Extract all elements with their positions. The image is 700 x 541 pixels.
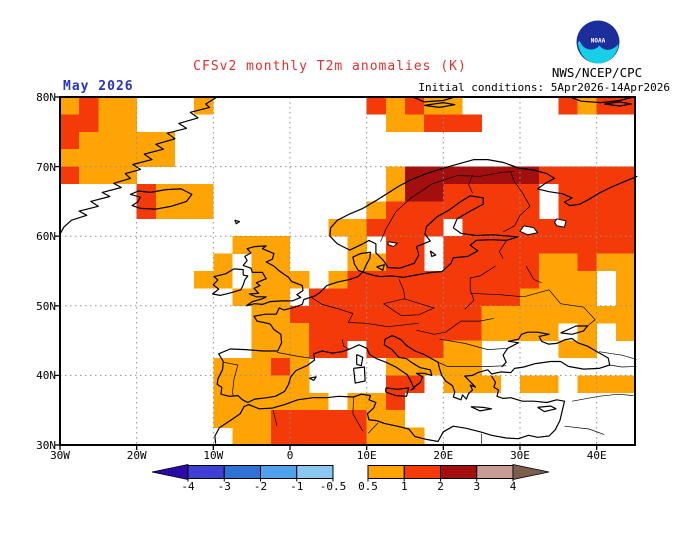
- forecast-month-label: May 2026: [63, 79, 134, 94]
- y-axis-tick-label: 80N: [36, 91, 56, 104]
- noaa-logo: NOAA: [576, 20, 620, 64]
- axis-ticks: [55, 96, 598, 450]
- colorbar-tick-label: 0.5: [358, 480, 378, 493]
- colorbar-tick-label: -2: [253, 480, 268, 493]
- colorbar-tick-label: -1: [290, 480, 304, 493]
- noaa-logo-wave: [578, 41, 619, 64]
- colorbar-tick-label: -3: [217, 480, 231, 493]
- colorbar-tick-label: -0.5: [319, 480, 347, 493]
- colorbar-tick-label: 1: [400, 480, 408, 493]
- x-axis-tick-label: 20W: [126, 449, 147, 462]
- anomaly-cells: [60, 97, 636, 446]
- agency-label: NWS/NCEP/CPC: [551, 65, 643, 80]
- colorbar-tick-label: 3: [473, 480, 481, 493]
- colorbar: [151, 464, 550, 482]
- x-axis-tick-label: 20E: [433, 449, 454, 462]
- x-axis-tick-label: 30E: [510, 449, 530, 462]
- country-borders: [223, 171, 637, 445]
- coastlines: [59, 96, 638, 444]
- lakes: [387, 218, 567, 248]
- chart-title: CFSv2 monthly T2m anomalies (K): [193, 59, 467, 74]
- map-frame: [59, 96, 636, 446]
- y-axis-tick-label: 50N: [36, 299, 56, 313]
- x-axis-tick-label: 30W: [50, 449, 70, 462]
- colorbar-tick-label: 2: [437, 480, 444, 493]
- x-axis-tick-label: 0: [286, 449, 294, 462]
- x-axis-tick-label: 40E: [586, 449, 607, 462]
- x-axis-tick-label: 10W: [203, 449, 224, 462]
- lat-lon-gridlines: [60, 97, 635, 445]
- y-axis-tick-label: 40N: [36, 369, 56, 383]
- x-axis-tick-label: 10E: [356, 449, 377, 462]
- initial-conditions-label: Initial conditions: 5Apr2026-14Apr2026: [418, 81, 670, 94]
- y-axis-tick-label: 30N: [36, 439, 56, 452]
- noaa-logo-text: NOAA: [591, 38, 606, 45]
- colorbar-tick-label: 4: [509, 480, 517, 493]
- colorbar-tick-label: -4: [181, 480, 195, 493]
- y-axis-tick-label: 70N: [36, 160, 56, 174]
- y-axis-tick-label: 60N: [36, 230, 56, 244]
